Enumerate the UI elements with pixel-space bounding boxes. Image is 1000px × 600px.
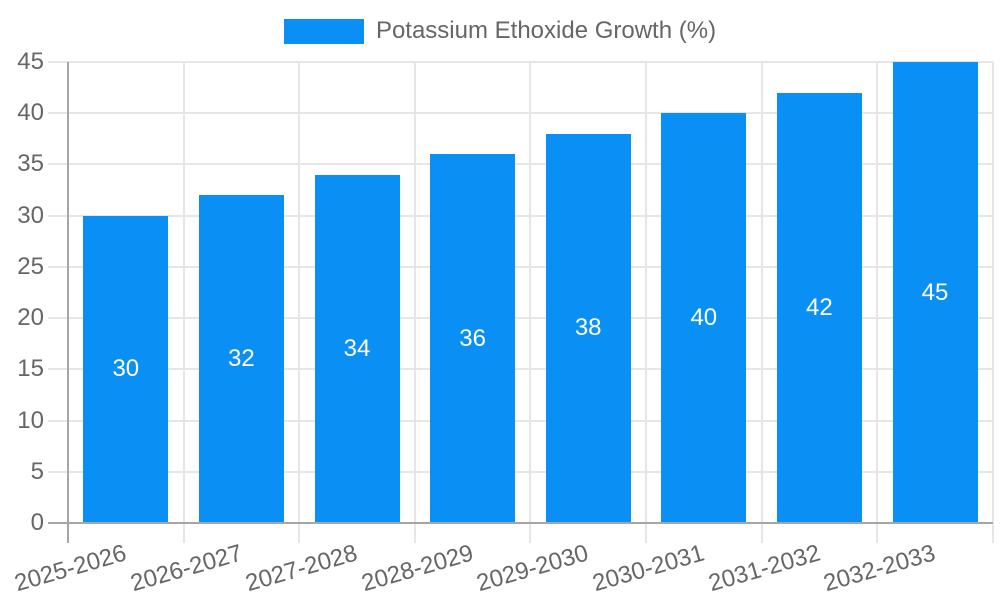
x-tick-label: 2030-2031 <box>589 539 708 598</box>
bar: 34 <box>314 174 400 523</box>
x-tick-mark <box>182 523 185 543</box>
bar: 40 <box>661 113 747 523</box>
y-tick-mark <box>48 470 68 473</box>
x-tick-mark <box>298 523 301 543</box>
y-tick-mark <box>48 317 68 320</box>
y-tick-label: 35 <box>17 150 44 178</box>
x-tick-label: 2031-2032 <box>705 539 823 598</box>
x-axis-line <box>68 522 993 524</box>
bar: 36 <box>430 154 516 523</box>
y-tick-mark <box>48 368 68 371</box>
legend-swatch-icon <box>283 18 364 44</box>
legend-label: Potassium Ethoxide Growth (%) <box>375 17 717 44</box>
bar-value-label: 36 <box>459 324 486 352</box>
bar-value-label: 34 <box>343 334 371 362</box>
x-tick-mark <box>876 523 879 543</box>
bar: 30 <box>83 215 169 523</box>
chart-legend: Potassium Ethoxide Growth (%) <box>0 17 1000 45</box>
x-grid-line <box>529 62 532 523</box>
y-tick-label: 30 <box>17 201 44 229</box>
x-tick-label: 2026-2027 <box>127 539 245 598</box>
y-axis-line <box>67 62 69 523</box>
bar-value-label: 32 <box>228 345 255 373</box>
x-grid-line <box>298 62 301 523</box>
y-tick-label: 20 <box>17 304 44 332</box>
x-grid-line <box>182 62 185 523</box>
bar: 45 <box>892 62 978 523</box>
bar: 32 <box>198 195 284 523</box>
y-tick-label: 40 <box>17 99 44 127</box>
y-tick-label: 5 <box>30 457 44 485</box>
x-tick-mark <box>67 523 69 543</box>
x-grid-line <box>991 62 994 523</box>
x-tick-mark <box>529 523 532 543</box>
y-tick-mark <box>48 522 68 524</box>
y-tick-mark <box>48 112 68 115</box>
y-tick-mark <box>48 163 68 166</box>
bar-value-label: 40 <box>690 304 718 332</box>
x-tick-label: 2027-2028 <box>242 539 361 598</box>
y-tick-label: 10 <box>17 406 44 434</box>
legend-item[interactable]: Potassium Ethoxide Growth (%) <box>283 17 717 45</box>
y-tick-mark <box>48 61 68 63</box>
y-tick-label: 45 <box>17 48 44 75</box>
x-tick-label: 2025-2026 <box>11 539 130 598</box>
y-tick-mark <box>48 419 68 422</box>
x-tick-mark <box>645 523 647 543</box>
y-tick-label: 25 <box>17 252 44 280</box>
bar: 38 <box>545 133 631 523</box>
x-tick-mark <box>991 523 994 543</box>
y-tick-mark <box>48 265 68 268</box>
y-tick-mark <box>48 214 68 217</box>
x-tick-label: 2029-2030 <box>474 539 592 598</box>
bar-value-label: 38 <box>574 314 602 342</box>
x-grid-line <box>645 62 647 523</box>
x-grid-line <box>760 62 763 523</box>
y-tick-label: 0 <box>30 509 44 536</box>
y-tick-label: 15 <box>17 355 44 383</box>
bar: 42 <box>776 92 862 523</box>
x-tick-label: 2028-2029 <box>358 539 477 598</box>
x-tick-mark <box>413 523 416 543</box>
x-tick-mark <box>760 523 763 543</box>
bar-value-label: 42 <box>806 293 833 321</box>
bar-value-label: 30 <box>112 355 140 383</box>
x-tick-label: 2032-2033 <box>820 539 939 598</box>
x-grid-line <box>876 62 879 523</box>
x-grid-line <box>413 62 416 523</box>
bar-value-label: 45 <box>921 278 949 306</box>
